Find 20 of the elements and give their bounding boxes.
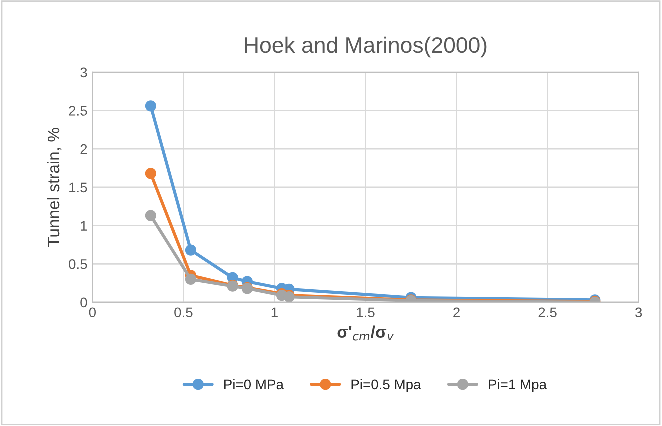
x-tick-label: 2 — [454, 308, 460, 318]
y-tick-label: 0.5 — [69, 259, 88, 270]
legend-label: Pi=0.5 Mpa — [352, 379, 422, 392]
x-tick-label: 0.5 — [174, 308, 193, 318]
legend-label: Pi=0 MPa — [224, 379, 284, 390]
y-tick-label: 1.5 — [70, 182, 88, 193]
legend-label: Pi=1 Mpa — [489, 379, 548, 392]
y-tick-label: 1 — [81, 221, 88, 231]
y-tick-label: 3 — [80, 68, 88, 78]
chart-title: Hoek and Marinos(2000) — [245, 36, 487, 58]
y-tick-label: 2 — [80, 144, 88, 154]
x-tick-label: 2.5 — [538, 308, 557, 318]
x-tick-label: 1.5 — [357, 308, 375, 318]
y-axis-title: Tunnel strain, % — [47, 128, 62, 247]
x-axis-title: σ'$_{cm}$/σ$_{v}$ — [338, 326, 394, 341]
x-tick-label: 1 — [272, 308, 278, 318]
x-tick-label: 0 — [89, 308, 96, 318]
y-tick-label: 0 — [80, 298, 88, 308]
x-tick-label: 3 — [636, 308, 642, 318]
y-tick-label: 2.5 — [69, 106, 88, 116]
